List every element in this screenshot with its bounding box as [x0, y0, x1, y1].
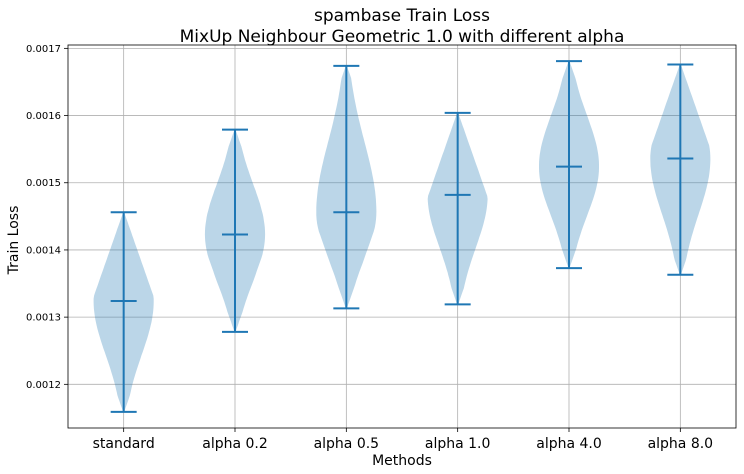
grid-lines: [68, 45, 736, 428]
y-tick-label: 0.0013: [26, 313, 61, 324]
y-axis-label: Train Loss: [6, 206, 22, 276]
y-tick-label: 0.0017: [26, 44, 61, 55]
x-tick-label: alpha 1.0: [425, 436, 491, 452]
x-tick-label: alpha 8.0: [648, 436, 714, 452]
x-tick-label: alpha 0.5: [314, 436, 380, 452]
chart-title: spambase Train Loss: [314, 6, 490, 26]
y-tick-label: 0.0016: [26, 111, 61, 122]
x-axis-label: Methods: [372, 453, 432, 469]
chart-subtitle: MixUp Neighbour Geometric 1.0 with diffe…: [180, 27, 625, 47]
violin-stat-lines: [110, 60, 694, 413]
x-tick-label: alpha 4.0: [536, 436, 602, 452]
y-tick-label: 0.0014: [26, 245, 61, 256]
violin-bodies: [93, 61, 711, 412]
y-axis-ticks: 0.0012 0.0013 0.0014 0.0015 0.0016 0.0017: [26, 44, 68, 391]
plot-frame: [67, 44, 737, 429]
x-tick-label: alpha 0.2: [202, 436, 268, 452]
y-tick-label: 0.0015: [26, 178, 61, 189]
y-tick-label: 0.0012: [26, 380, 61, 391]
x-axis-ticks: standard alpha 0.2 alpha 0.5 alpha 1.0 alpha…: [93, 428, 713, 452]
x-tick-label: standard: [93, 436, 155, 452]
